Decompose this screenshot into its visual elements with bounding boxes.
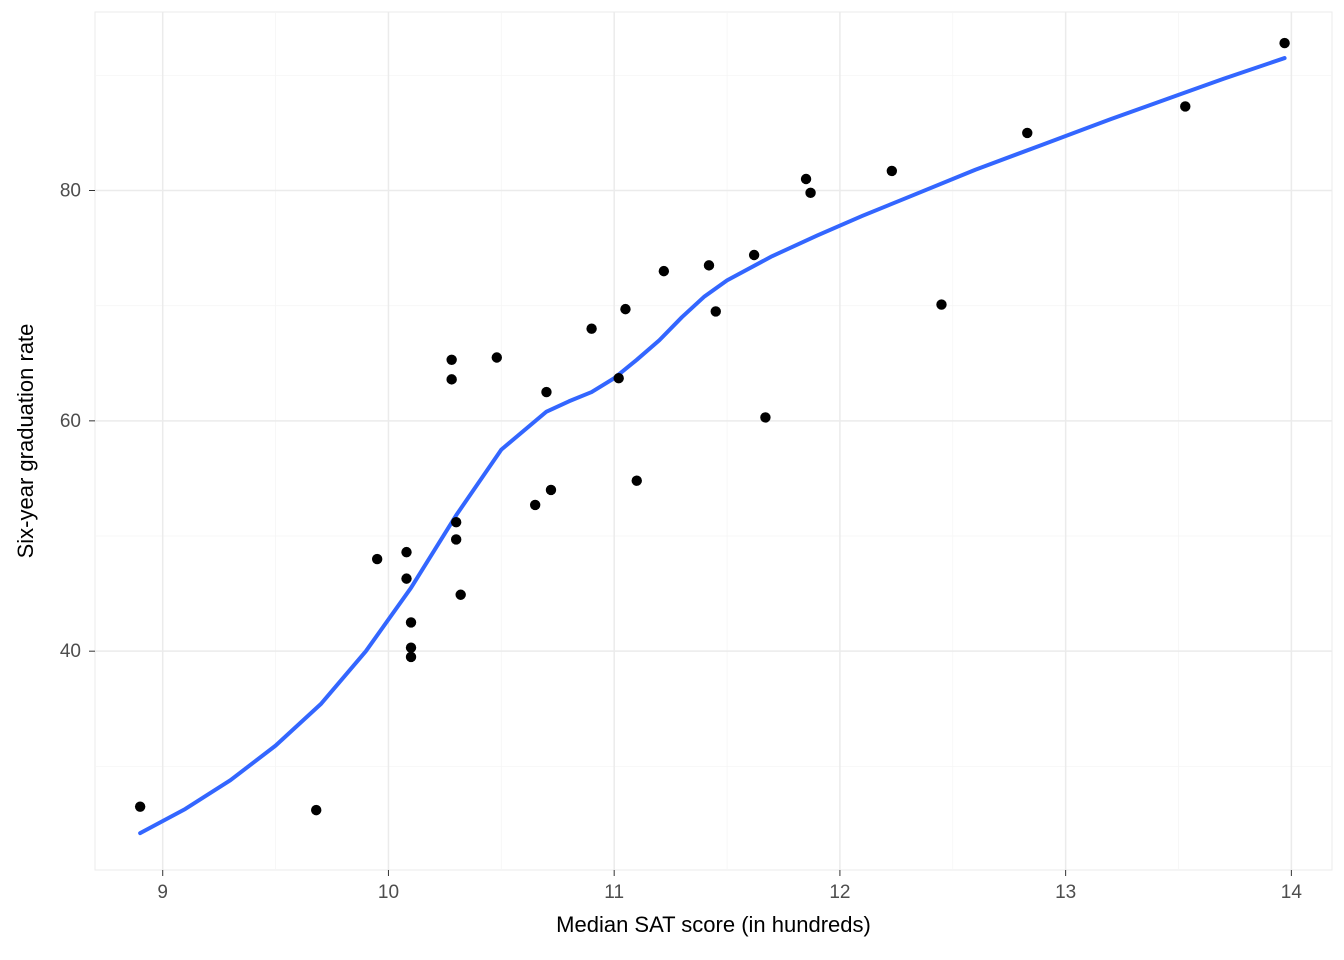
data-point	[546, 485, 556, 495]
data-point	[1180, 101, 1190, 111]
data-point	[613, 373, 623, 383]
data-point	[586, 324, 596, 334]
chart-svg: 9 10 11 12 13 14 40 60 80 Median SAT score (in hu…	[0, 0, 1344, 960]
data-point	[1022, 128, 1032, 138]
data-point	[801, 174, 811, 184]
y-tick-label: 80	[60, 181, 81, 202]
x-axis-label: Median SAT score (in hundreds)	[556, 912, 871, 937]
data-point	[749, 250, 759, 260]
data-point	[311, 805, 321, 815]
data-point	[632, 476, 642, 486]
data-point	[887, 166, 897, 176]
data-point	[530, 500, 540, 510]
x-tick-label: 12	[829, 882, 850, 903]
x-tick-label: 13	[1055, 882, 1076, 903]
data-point	[401, 547, 411, 557]
x-tick-label: 10	[378, 882, 399, 903]
data-point	[1279, 38, 1289, 48]
data-point	[704, 260, 714, 270]
x-tick-label: 9	[157, 882, 168, 903]
data-point	[936, 299, 946, 309]
y-axis-label: Six-year graduation rate	[13, 324, 38, 559]
data-point	[492, 352, 502, 362]
data-point	[451, 534, 461, 544]
data-point	[446, 355, 456, 365]
data-point	[805, 188, 815, 198]
data-point	[135, 801, 145, 811]
scatter-chart: 9 10 11 12 13 14 40 60 80 Median SAT score (in hu…	[0, 0, 1344, 960]
data-point	[659, 266, 669, 276]
y-tick-label: 60	[60, 411, 81, 432]
data-point	[541, 387, 551, 397]
x-tick-label: 11	[604, 882, 624, 903]
data-point	[455, 590, 465, 600]
data-point	[711, 306, 721, 316]
data-point	[406, 617, 416, 627]
data-point	[446, 374, 456, 384]
data-point	[760, 412, 770, 422]
data-point	[401, 573, 411, 583]
y-tick-label: 40	[60, 641, 81, 662]
data-point	[406, 652, 416, 662]
data-point	[620, 304, 630, 314]
x-tick-label: 14	[1281, 882, 1303, 903]
data-point	[372, 554, 382, 564]
data-point	[451, 517, 461, 527]
data-point	[406, 643, 416, 653]
